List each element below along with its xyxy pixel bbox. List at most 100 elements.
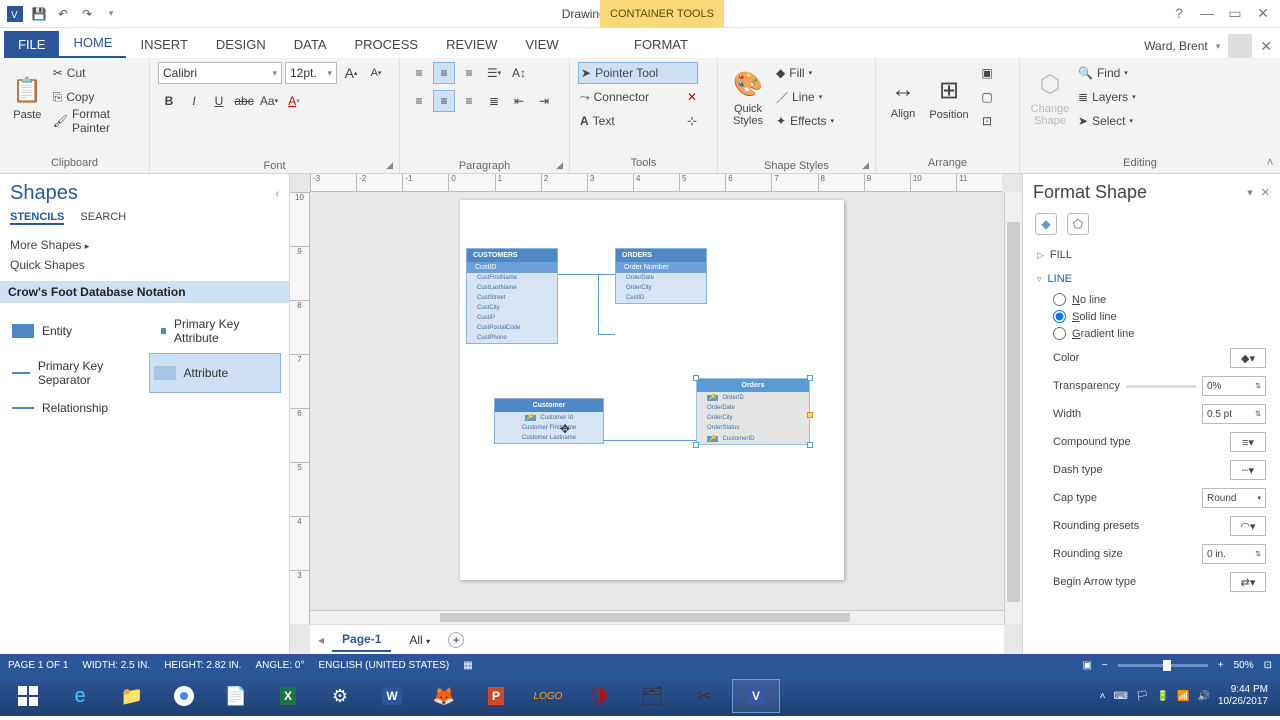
justify-button[interactable]: ≣: [483, 90, 505, 112]
taskbar-powerpoint-icon[interactable]: P: [472, 679, 520, 713]
align-bottom-button[interactable]: ≡: [458, 62, 480, 84]
font-size-combo[interactable]: 12pt.▾: [285, 62, 337, 84]
align-button[interactable]: ↔Align: [884, 62, 922, 134]
taskbar-ie-icon[interactable]: e: [56, 679, 104, 713]
change-shape-button[interactable]: ⬡Change Shape: [1028, 62, 1072, 134]
taskbar-excel-icon[interactable]: X: [264, 679, 312, 713]
tray-battery-icon[interactable]: 🔋: [1157, 691, 1169, 702]
macro-icon[interactable]: ▦: [463, 660, 472, 671]
drawing-page[interactable]: CUSTOMERS CustID CustFirstNameCustLastNa…: [460, 200, 844, 580]
radio-solid-line[interactable]: Solid line: [1053, 308, 1266, 325]
find-button[interactable]: 🔍Find▾: [1076, 62, 1138, 84]
collapse-ribbon-icon[interactable]: ˄: [1260, 58, 1280, 173]
grow-font-button[interactable]: A▴: [340, 62, 362, 84]
taskbar-snip-icon[interactable]: ✂: [680, 679, 728, 713]
compound-picker[interactable]: ≡▾: [1230, 432, 1266, 452]
stencil-title[interactable]: Crow's Foot Database Notation: [0, 281, 289, 303]
taskbar-logo-icon[interactable]: LOGO: [524, 679, 572, 713]
tab-search[interactable]: SEARCH: [80, 211, 126, 225]
connector-line[interactable]: [558, 274, 615, 275]
avatar[interactable]: [1228, 34, 1252, 58]
align-middle-button[interactable]: ≡: [433, 62, 455, 84]
copy-button[interactable]: ⎘Copy: [51, 86, 141, 108]
align-top-button[interactable]: ≡: [408, 62, 430, 84]
tray-network-icon[interactable]: 📶: [1177, 691, 1189, 702]
format-painter-button[interactable]: 🖌Format Painter: [51, 110, 141, 132]
taskbar-visio-icon[interactable]: V: [732, 679, 780, 713]
color-picker[interactable]: ◆▾: [1230, 348, 1266, 368]
nav-first-icon[interactable]: ◂: [318, 633, 324, 647]
underline-button[interactable]: U: [208, 90, 230, 112]
group-button[interactable]: ⊡: [976, 110, 998, 132]
shape-relationship[interactable]: Relationship: [8, 395, 141, 421]
effects-mode-icon[interactable]: ⬠: [1067, 213, 1089, 235]
pointer-tool-button[interactable]: ➤Pointer Tool: [578, 62, 698, 84]
tab-process[interactable]: PROCESS: [341, 31, 433, 58]
text-tool-button[interactable]: AText: [578, 110, 678, 132]
restore-icon[interactable]: ▭: [1226, 5, 1244, 22]
tab-stencils[interactable]: STENCILS: [10, 211, 64, 225]
tab-data[interactable]: DATA: [280, 31, 341, 58]
more-shapes-link[interactable]: More Shapes ▸: [10, 235, 279, 255]
shape-attribute[interactable]: Attribute: [149, 353, 282, 393]
qat-more-icon[interactable]: ▾: [102, 5, 120, 23]
cap-picker[interactable]: Round▾: [1202, 488, 1266, 508]
connector-line[interactable]: [598, 334, 615, 335]
start-button[interactable]: [4, 679, 52, 713]
paste-button[interactable]: 📋 Paste: [8, 62, 47, 134]
taskbar-word-icon[interactable]: W: [368, 679, 416, 713]
rounding-spinner[interactable]: 0 in.⇅: [1202, 544, 1266, 564]
entity-customers[interactable]: CUSTOMERS CustID CustFirstNameCustLastNa…: [466, 248, 558, 344]
tab-format[interactable]: FORMAT: [620, 31, 702, 58]
entity-orders-top[interactable]: ORDERS Order Number OrderDateOrderCityCu…: [615, 248, 707, 304]
zoom-in-icon[interactable]: +: [1218, 660, 1224, 671]
connector-point-button[interactable]: ⊹: [681, 110, 703, 132]
entity-orders-bottom[interactable]: Orders 🔑OrderIDOrderDateOrderCityOrderSt…: [696, 378, 810, 445]
taskbar-settings-icon[interactable]: ⚙: [316, 679, 364, 713]
taskbar-notepad-icon[interactable]: 📄: [212, 679, 260, 713]
dialog-launcher-icon[interactable]: ◢: [726, 160, 869, 171]
font-name-combo[interactable]: Calibri▾: [158, 62, 282, 84]
undo-icon[interactable]: ↶: [54, 5, 72, 23]
shape-pk-separator[interactable]: Primary Key Separator: [8, 353, 141, 393]
page-tab[interactable]: Page-1: [332, 628, 391, 652]
taskbar-explorer-icon[interactable]: 📁: [108, 679, 156, 713]
canvas[interactable]: -3-2-101234567891011 109876543 CUSTOMERS…: [290, 174, 1022, 654]
tab-review[interactable]: REVIEW: [432, 31, 511, 58]
taskbar-chrome-icon[interactable]: [160, 679, 208, 713]
vertical-scrollbar[interactable]: [1004, 192, 1022, 624]
tab-home[interactable]: HOME: [59, 29, 126, 58]
fit-page-icon[interactable]: ⊡: [1264, 660, 1272, 671]
tray-flag-icon[interactable]: 🏳: [1136, 691, 1149, 702]
collapse-shapes-icon[interactable]: ‹: [275, 188, 279, 200]
tab-design[interactable]: DESIGN: [202, 31, 280, 58]
help-icon[interactable]: ?: [1170, 5, 1188, 22]
text-direction-button[interactable]: A↕: [508, 62, 530, 84]
tray-clock[interactable]: 9:44 PM 10/26/2017: [1218, 684, 1268, 708]
quick-shapes-link[interactable]: Quick Shapes: [10, 255, 279, 275]
connector-line[interactable]: [604, 440, 696, 441]
dialog-launcher-icon[interactable]: ◢: [408, 160, 563, 171]
cut-button[interactable]: ✂Cut: [51, 62, 141, 84]
status-language[interactable]: ENGLISH (UNITED STATES): [318, 660, 449, 671]
send-back-button[interactable]: ▢: [976, 86, 998, 108]
align-right-button[interactable]: ≡: [458, 90, 480, 112]
minimize-icon[interactable]: —: [1198, 5, 1216, 22]
tab-view[interactable]: VIEW: [511, 31, 572, 58]
quick-styles-button[interactable]: 🎨 Quick Styles: [726, 62, 770, 134]
panel-close-icon[interactable]: ✕: [1261, 186, 1270, 199]
horizontal-scrollbar[interactable]: [310, 610, 1004, 624]
add-page-icon[interactable]: +: [448, 632, 464, 648]
shape-entity[interactable]: Entity: [8, 311, 141, 351]
panel-menu-icon[interactable]: ▾: [1247, 186, 1253, 199]
connector-line[interactable]: [598, 274, 599, 334]
width-spinner[interactable]: 0.5 pt⇅: [1202, 404, 1266, 424]
presentation-mode-icon[interactable]: ▣: [1082, 660, 1091, 671]
all-tab[interactable]: All ▾: [399, 629, 440, 651]
align-center-button[interactable]: ≡: [433, 90, 455, 112]
tray-keyboard-icon[interactable]: ⌨: [1113, 691, 1127, 702]
tab-insert[interactable]: INSERT: [126, 31, 201, 58]
close-doc-icon[interactable]: ✕: [1260, 38, 1272, 55]
tray-volume-icon[interactable]: 🔊: [1197, 691, 1209, 702]
position-button[interactable]: ⊞Position: [926, 62, 972, 134]
